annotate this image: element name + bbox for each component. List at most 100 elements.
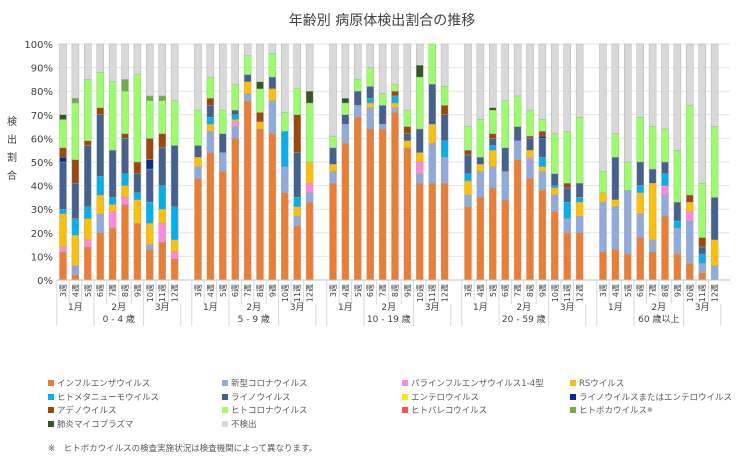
bar-segment	[108, 197, 117, 205]
legend-label: ヒトパレコウイルス	[411, 406, 488, 416]
bar-segment	[256, 128, 264, 281]
month-label: 2月	[516, 302, 531, 313]
bar-segment	[243, 100, 252, 281]
bar-segment	[59, 147, 67, 158]
bar-segment	[575, 201, 584, 217]
legend-item: ライノウイルス	[222, 391, 291, 403]
week-label: 3週	[329, 284, 338, 297]
bar-segment	[366, 98, 374, 104]
bar-segment	[563, 183, 571, 189]
bar-segment	[71, 265, 80, 276]
legend-item: ヒトメタニューモウイルス	[48, 391, 159, 403]
week-label: 4週	[71, 284, 80, 297]
bar-segment	[256, 121, 264, 130]
bar-segment	[96, 175, 104, 196]
bar-segment	[476, 43, 485, 120]
bar-segment	[206, 124, 215, 132]
bar-segment	[698, 246, 706, 255]
bar-segment	[489, 43, 497, 108]
week-label: 10週	[416, 284, 425, 302]
bar-segment	[710, 239, 719, 267]
bar-segment	[158, 95, 166, 101]
bar-segment	[624, 253, 632, 281]
week-label: 9週	[268, 284, 277, 297]
bar-segment	[476, 171, 485, 198]
week-label: 7週	[379, 284, 388, 297]
bar-segment	[611, 133, 620, 158]
legend-swatch	[48, 380, 54, 386]
bar-segment	[440, 157, 449, 184]
bar-segment	[501, 43, 509, 101]
age-group-label: 10 - 19 歳	[367, 313, 411, 325]
bar-segment	[206, 131, 215, 153]
week-label: 4週	[476, 284, 485, 297]
bar-segment	[206, 98, 215, 106]
bar-segment	[551, 185, 559, 189]
week-label: 5週	[624, 284, 633, 297]
bar-segment	[648, 168, 657, 184]
bar-segment	[673, 149, 682, 203]
month-label: 2月	[381, 302, 396, 313]
bar-segment	[428, 124, 436, 144]
bar-segment	[146, 201, 154, 224]
bar-segment	[648, 43, 657, 127]
bar-segment	[563, 43, 571, 132]
bar-segment	[391, 95, 399, 104]
y-axis-label: 検出割合	[7, 115, 17, 182]
bar-segment	[538, 157, 547, 167]
bar-segment	[170, 258, 179, 281]
bar-segment	[194, 43, 202, 111]
bar-segment	[551, 211, 559, 281]
bar-segment	[231, 109, 239, 116]
bar-segment	[305, 161, 314, 184]
bar-segment	[170, 251, 179, 259]
week-label: 4週	[206, 284, 215, 297]
y-tick-label: 90%	[31, 64, 53, 75]
bar-segment	[96, 232, 104, 281]
bar-segment	[416, 173, 424, 184]
bar-segment	[268, 133, 277, 281]
week-label: 9週	[673, 284, 682, 297]
bar-segment	[636, 213, 644, 238]
bar-segment	[305, 102, 314, 163]
bar-segment	[464, 149, 472, 156]
bar-segment	[538, 138, 547, 158]
bar-segment	[636, 237, 644, 281]
week-label: 11週	[158, 284, 167, 302]
bar-segment	[329, 183, 337, 281]
bar-segment	[59, 208, 67, 215]
bar-segment	[354, 79, 362, 92]
bar-segment	[108, 211, 117, 229]
bar-segment	[464, 126, 472, 151]
week-label: 11週	[563, 284, 572, 302]
bar-segment	[354, 43, 362, 80]
bar-segment	[146, 138, 154, 160]
bar-segment	[341, 43, 350, 99]
bar-segment	[636, 192, 644, 215]
month-label: 2月	[246, 302, 261, 313]
bar-segment	[686, 263, 694, 281]
week-label: 8週	[526, 284, 535, 297]
bar-segment	[59, 114, 67, 120]
age-group-label: 60 歳以上	[638, 313, 679, 325]
bar-segment	[256, 88, 264, 113]
bar-segment	[624, 190, 632, 255]
bar-segment	[611, 206, 620, 250]
legend-swatch	[222, 393, 228, 400]
bar-segment	[575, 183, 584, 198]
bar-segment	[501, 147, 509, 172]
legend-label: エンテロウイルス	[411, 392, 480, 403]
bar-segment	[243, 55, 252, 75]
bar-segment	[108, 81, 117, 151]
month-label: 3月	[290, 302, 305, 313]
bar-segment	[268, 88, 277, 101]
bar-segment	[661, 216, 669, 281]
bar-segment	[231, 138, 239, 281]
bar-segment	[170, 100, 179, 146]
bar-segment	[194, 178, 202, 281]
legend-label: ライノウイルス	[231, 392, 291, 403]
bar-segment	[489, 109, 497, 134]
bar-segment	[341, 102, 350, 116]
bar-segment	[158, 208, 166, 224]
bar-segment	[329, 171, 337, 184]
